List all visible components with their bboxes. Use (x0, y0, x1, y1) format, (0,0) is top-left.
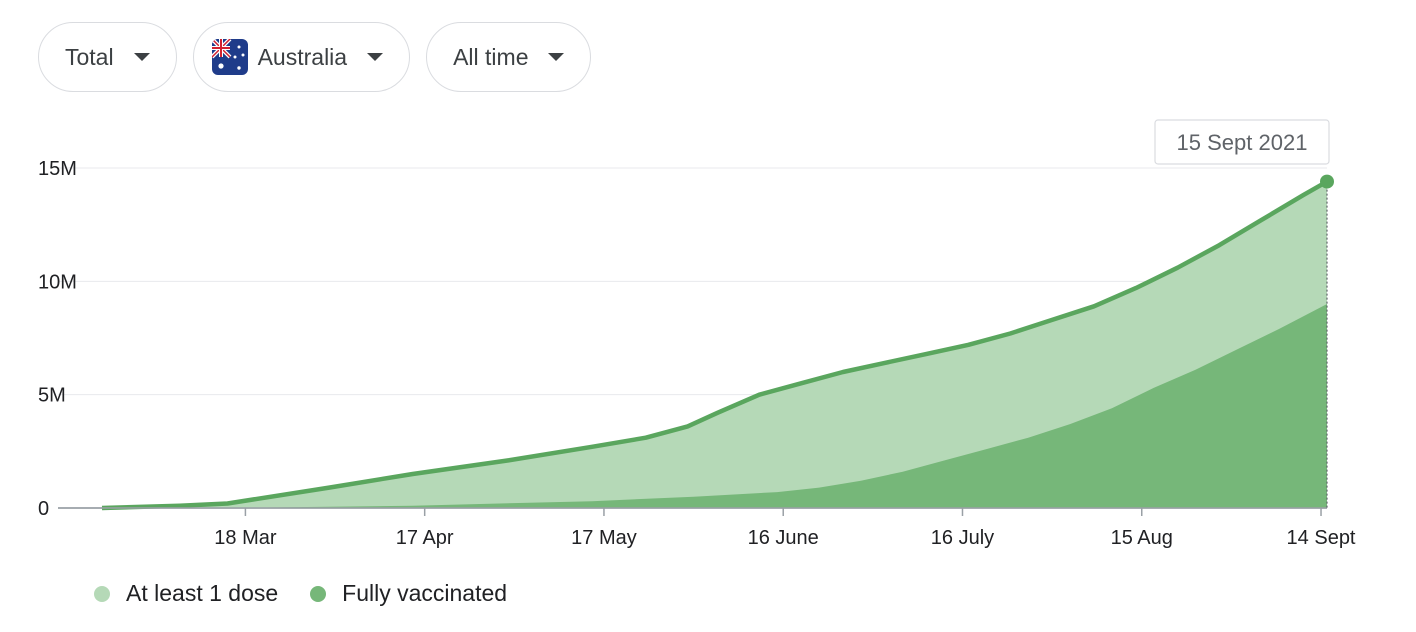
x-tick-label: 17 May (571, 527, 637, 549)
tooltip-date: 15 Sept 2021 (1177, 130, 1308, 155)
x-tick-label: 16 June (748, 527, 819, 549)
y-tick-label: 5M (38, 385, 66, 407)
hover-point (1320, 174, 1334, 189)
legend-item-first-dose: At least 1 dose (94, 580, 278, 607)
x-tick-label: 17 Apr (396, 527, 454, 549)
y-tick-label: 0 (38, 498, 49, 520)
time-range-dropdown[interactable]: All time (426, 22, 592, 92)
time-range-dropdown-label: All time (453, 43, 529, 70)
x-tick-label: 15 Aug (1111, 527, 1173, 549)
series-area-fully-vaccinated (102, 304, 1327, 508)
legend-label-fully-vaccinated: Fully vaccinated (342, 580, 508, 606)
metric-dropdown-label: Total (65, 43, 114, 70)
x-tick-label: 16 July (931, 527, 994, 549)
filter-bar: Total Austra (38, 22, 592, 92)
region-dropdown[interactable]: Australia (192, 22, 411, 92)
caret-down-icon (133, 53, 150, 61)
legend-swatch-first-dose (94, 585, 110, 602)
y-tick-label: 15M (38, 158, 77, 180)
series-area-first-dose (102, 181, 1327, 508)
x-tick-label: 18 Mar (214, 527, 277, 549)
tooltip-box (1154, 119, 1330, 165)
series-line-first-dose (101, 179, 1329, 511)
chart-legend: At least 1 dose Fully vaccinated (94, 580, 539, 607)
caret-down-icon (367, 53, 384, 61)
australia-flag-icon (211, 39, 248, 75)
legend-swatch-fully-vaccinated (310, 585, 327, 602)
metric-dropdown[interactable]: Total (38, 22, 177, 92)
vaccination-chart: 0 5M 10M 15M 18 Mar 17 Apr 17 May 16 June 16 Jul… (38, 119, 1356, 549)
caret-down-icon (548, 53, 565, 61)
legend-label-first-dose: At least 1 dose (126, 580, 279, 606)
y-tick-label: 10M (38, 271, 77, 293)
region-dropdown-label: Australia (257, 43, 348, 70)
x-tick-label: 14 Sept (1287, 527, 1356, 549)
legend-item-fully-vaccinated: Fully vaccinated (310, 580, 507, 607)
